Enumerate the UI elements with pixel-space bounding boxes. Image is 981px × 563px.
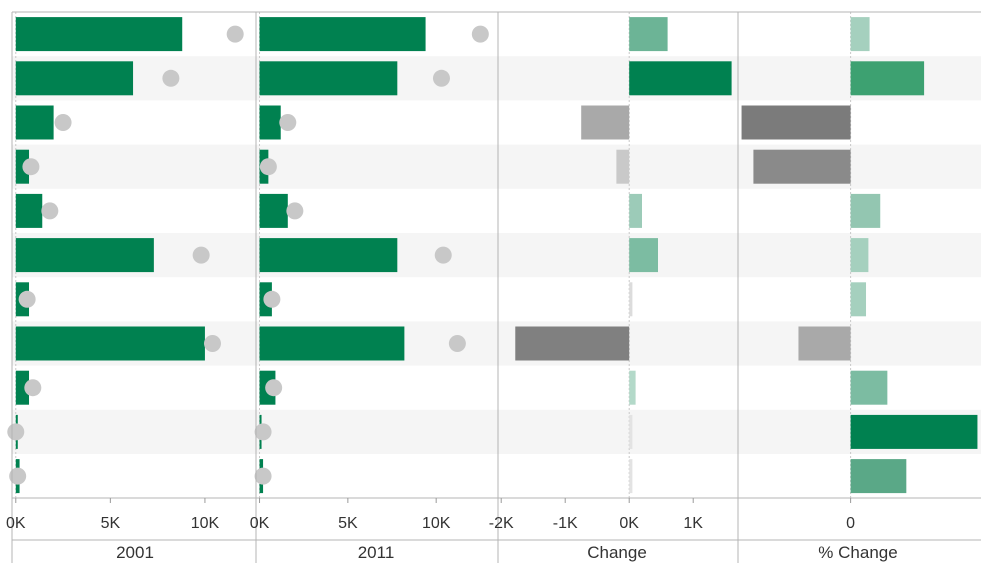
bar (798, 326, 851, 361)
reference-point (18, 290, 36, 308)
bar (259, 193, 288, 228)
tick-label: -1K (553, 515, 578, 532)
reference-point (432, 69, 450, 87)
reference-point (263, 290, 281, 308)
reference-point (259, 158, 277, 176)
axes: 2001 2011 Change % Change 0K 5K 10K 0K 5K 10K… (6, 498, 898, 562)
tick-label: 0K (6, 515, 26, 532)
reference-point (254, 467, 272, 485)
bar (15, 149, 30, 184)
reference-point (279, 114, 297, 131)
bar (850, 61, 925, 96)
bar (629, 61, 732, 96)
row-band (12, 56, 981, 101)
tick-label: 5K (338, 515, 358, 532)
bar (15, 370, 30, 405)
bar (629, 17, 668, 52)
bar (15, 61, 134, 96)
axis-title-pct-change: % Change (818, 543, 897, 562)
reference-point (22, 158, 40, 176)
bar (15, 238, 154, 273)
bar (850, 17, 870, 52)
bar (629, 193, 642, 228)
bar (629, 459, 633, 494)
bar (15, 17, 183, 52)
chart-marks (7, 12, 978, 498)
bar (581, 105, 630, 140)
bar (850, 282, 867, 317)
reference-point (254, 423, 272, 441)
tick-label: 0 (846, 515, 855, 532)
tick-label: 1K (683, 515, 703, 532)
reference-point (434, 246, 452, 264)
reference-point (7, 423, 25, 441)
bar (850, 238, 869, 273)
row-band (12, 409, 981, 454)
panel-frame (11, 11, 981, 563)
tick-label: 5K (101, 515, 121, 532)
axis-title-change: Change (587, 543, 647, 562)
bar (15, 193, 43, 228)
reference-point (24, 379, 42, 397)
tick-label: 0K (619, 515, 639, 532)
reference-point (448, 335, 466, 352)
bar (850, 414, 978, 449)
bar (753, 149, 851, 184)
bar (850, 193, 881, 228)
tick-label: -2K (489, 515, 514, 532)
reference-point (471, 25, 489, 43)
bar (616, 149, 630, 184)
bar (629, 370, 636, 405)
bar (259, 105, 281, 140)
tick-label: 10K (422, 515, 451, 532)
reference-point (162, 69, 180, 87)
bar (15, 105, 54, 140)
bar (629, 414, 633, 449)
bar (741, 105, 851, 140)
reference-point (286, 202, 304, 220)
bar (259, 17, 426, 52)
reference-point (265, 379, 283, 397)
reference-point (41, 202, 59, 220)
reference-point (54, 114, 72, 131)
bar (15, 326, 205, 361)
bar (850, 370, 888, 405)
reference-point (192, 246, 210, 264)
reference-point (226, 25, 244, 43)
bar (259, 238, 398, 273)
tick-label: 10K (191, 515, 220, 532)
bar (515, 326, 630, 361)
bar (259, 61, 398, 96)
reference-point (203, 335, 221, 352)
bar (259, 326, 405, 361)
bar (629, 238, 658, 273)
axis-title-2011: 2011 (358, 543, 395, 562)
axis-title-2001: 2001 (116, 543, 154, 562)
tick-label: 0K (250, 515, 270, 532)
reference-point (9, 467, 27, 485)
bar (629, 282, 633, 317)
bar (850, 459, 907, 494)
row-band (12, 233, 981, 278)
